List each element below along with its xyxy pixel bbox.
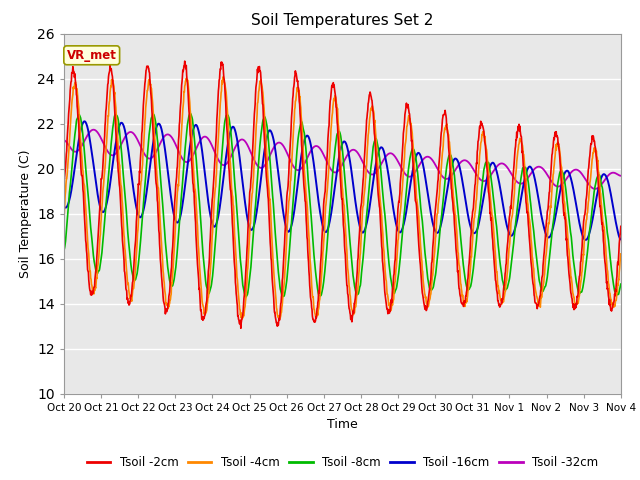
Tsoil -2cm [170,209,178,215]
Tsoil -8cm [552,201,559,206]
Tsoil -2cm [617,224,625,229]
Tsoil -2cm [184,92,192,98]
Tsoil -8cm [60,247,68,252]
Tsoil -2cm [247,177,255,183]
Tsoil -4cm [60,217,68,223]
Tsoil -32cm [171,140,179,145]
Tsoil -4cm [220,74,227,80]
Tsoil -32cm [184,159,192,165]
Tsoil -4cm [617,251,625,257]
Tsoil -8cm [429,283,437,289]
Tsoil -16cm [60,204,68,210]
Tsoil -16cm [246,227,254,232]
Tsoil -2cm [429,235,437,241]
Tsoil -2cm [552,133,559,139]
Tsoil -4cm [502,278,510,284]
Tsoil -8cm [170,276,178,281]
Tsoil -16cm [81,119,88,124]
Tsoil -32cm [246,149,254,155]
Tsoil -2cm [502,261,510,266]
Tsoil -4cm [170,245,178,251]
Tsoil -32cm [429,158,437,164]
Tsoil -8cm [502,286,510,292]
X-axis label: Time: Time [327,418,358,431]
Line: Tsoil -2cm: Tsoil -2cm [64,61,621,328]
Tsoil -4cm [552,149,559,155]
Tsoil -16cm [617,237,625,242]
Line: Tsoil -4cm: Tsoil -4cm [64,77,621,319]
Title: Soil Temperatures Set 2: Soil Temperatures Set 2 [252,13,433,28]
Tsoil -2cm [60,174,68,180]
Y-axis label: Soil Temperature (C): Soil Temperature (C) [19,149,31,278]
Legend: Tsoil -2cm, Tsoil -4cm, Tsoil -8cm, Tsoil -16cm, Tsoil -32cm: Tsoil -2cm, Tsoil -4cm, Tsoil -8cm, Tsoi… [82,452,603,474]
Tsoil -16cm [184,157,192,163]
Tsoil -2cm [181,58,189,64]
Tsoil -32cm [617,173,625,179]
Tsoil -8cm [184,120,191,125]
Tsoil -8cm [247,264,255,270]
Tsoil -8cm [186,111,194,117]
Tsoil -16cm [502,218,509,224]
Tsoil -32cm [551,182,559,188]
Tsoil -4cm [184,77,191,83]
Tsoil -4cm [429,264,437,270]
Tsoil -16cm [551,216,559,222]
Tsoil -32cm [90,127,97,132]
Line: Tsoil -32cm: Tsoil -32cm [64,130,621,189]
Tsoil -8cm [242,294,250,300]
Line: Tsoil -16cm: Tsoil -16cm [64,121,621,240]
Tsoil -16cm [582,237,589,243]
Text: VR_met: VR_met [67,49,116,62]
Tsoil -32cm [60,137,68,143]
Tsoil -32cm [591,186,598,192]
Line: Tsoil -8cm: Tsoil -8cm [64,114,621,297]
Tsoil -4cm [247,208,255,214]
Tsoil -16cm [171,215,179,221]
Tsoil -16cm [429,222,437,228]
Tsoil -32cm [502,163,509,168]
Tsoil -8cm [617,281,625,287]
Tsoil -2cm [237,325,244,331]
Tsoil -4cm [238,316,246,322]
